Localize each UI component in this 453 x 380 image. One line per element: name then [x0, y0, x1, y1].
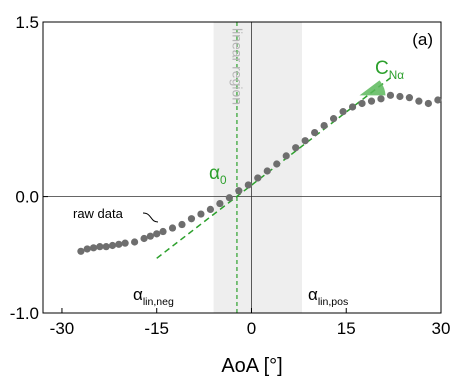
data-point — [146, 232, 154, 240]
slope-wedge — [359, 80, 386, 96]
panel-label: (a) — [412, 30, 433, 49]
data-point — [244, 181, 252, 189]
x-tick-label: -30 — [50, 319, 75, 338]
point-label: raw data — [73, 206, 124, 221]
data-point — [367, 97, 376, 105]
data-point — [225, 194, 233, 202]
data-point — [178, 220, 186, 229]
lin-pos-label: αlin,pos — [308, 285, 348, 308]
linear-region — [213, 22, 303, 313]
data-point — [83, 245, 91, 253]
lin-pos-label-main: α — [308, 285, 318, 304]
data-point — [187, 215, 196, 223]
data-point — [424, 99, 432, 108]
lin-neg-label: αlin,neg — [133, 285, 174, 308]
data-point — [206, 205, 215, 214]
x-axis-label: AoA [°] — [221, 355, 282, 377]
data-point — [311, 128, 319, 137]
data-point — [405, 94, 414, 102]
data-point — [216, 199, 224, 208]
lin-neg-label-sub: lin,neg — [143, 296, 174, 308]
data-point — [102, 243, 110, 251]
data-point — [140, 234, 148, 243]
data-point — [121, 239, 129, 247]
data-point — [115, 240, 123, 248]
data-point — [96, 243, 104, 251]
alpha0-label-sub: 0 — [220, 174, 227, 187]
x-tick-label: 30 — [432, 319, 451, 338]
alpha0-label: α0 — [209, 163, 227, 187]
plot-frame — [42, 21, 442, 314]
data-point — [339, 108, 347, 116]
slope-label: CNα — [375, 58, 404, 82]
y-tick-label: 1.5 — [15, 13, 39, 32]
lin-pos-label-sub: lin,pos — [318, 296, 348, 308]
slope-label-main: C — [375, 58, 389, 79]
data-point — [159, 227, 167, 236]
data-point — [235, 187, 243, 195]
data-point — [254, 174, 262, 182]
data-point — [77, 247, 85, 255]
data-point — [292, 144, 300, 152]
data-point — [108, 241, 117, 250]
data-point — [301, 137, 309, 145]
x-tick-label: 15 — [337, 319, 356, 338]
data-point — [320, 121, 328, 130]
data-point — [197, 210, 205, 218]
lin-neg-label-main: α — [133, 285, 143, 304]
data-point — [396, 92, 404, 101]
x-tick-label: 0 — [247, 319, 256, 338]
data-point — [131, 238, 139, 246]
data-point — [348, 103, 357, 111]
data-point — [434, 96, 442, 104]
data-point — [168, 224, 177, 232]
alpha0-label-main: α — [209, 163, 220, 184]
x-tick-label: -15 — [144, 319, 169, 338]
point-label-leader — [142, 212, 159, 223]
data-point — [273, 160, 281, 168]
data-point — [153, 230, 161, 238]
data-point — [330, 115, 338, 123]
data-point — [377, 95, 385, 103]
region-label: linear region — [230, 28, 246, 105]
data-point — [415, 97, 423, 105]
data-point — [358, 99, 366, 108]
data-point — [386, 91, 395, 99]
data-point — [263, 167, 271, 175]
y-tick-label: -1.0 — [10, 304, 39, 323]
data-point — [282, 152, 290, 160]
slope-label-sub: Nα — [389, 69, 404, 82]
y-tick-label: 0.0 — [15, 188, 39, 207]
data-point — [89, 244, 98, 252]
